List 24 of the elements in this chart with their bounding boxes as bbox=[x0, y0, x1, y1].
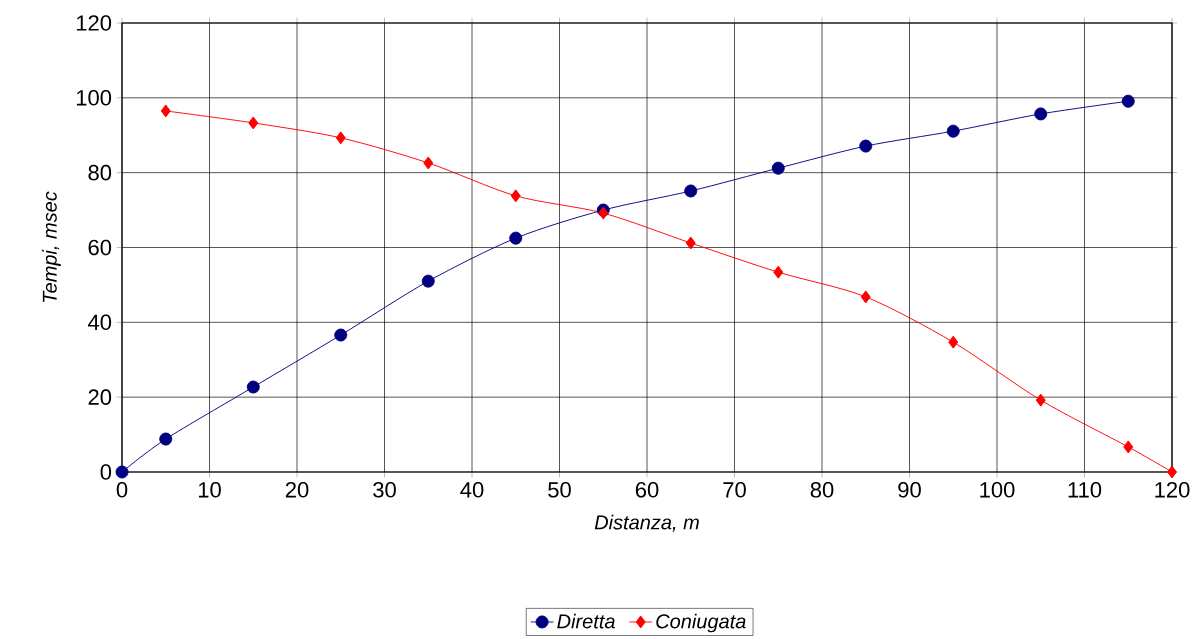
y-tick-label: 100 bbox=[76, 90, 112, 106]
y-tick-label: 40 bbox=[88, 314, 112, 331]
x-tick-label: 10 bbox=[198, 482, 221, 498]
x-tick-label: 60 bbox=[635, 482, 659, 498]
x-tick-label: 120 bbox=[1155, 482, 1190, 498]
x-tick-label: 110 bbox=[1068, 482, 1102, 498]
y-tick-label: 80 bbox=[88, 164, 112, 181]
x-tick-label: 30 bbox=[373, 482, 396, 498]
x-axis-title: Distanza, m bbox=[594, 514, 699, 532]
x-tick-label: 90 bbox=[898, 482, 921, 498]
x-tick-label: 80 bbox=[810, 482, 834, 498]
y-tick-label: 60 bbox=[88, 239, 112, 256]
x-tick-label: 50 bbox=[548, 482, 571, 498]
x-tick-label: 0 bbox=[116, 482, 128, 498]
x-tick-label: 100 bbox=[980, 482, 1015, 498]
y-tick-label: 120 bbox=[76, 15, 112, 31]
y-tick-label: 20 bbox=[88, 389, 112, 405]
x-tick-label: 70 bbox=[723, 482, 746, 498]
x-tick-label: 20 bbox=[285, 482, 309, 498]
y-axis-title: Tempi, msec bbox=[42, 191, 61, 303]
y-tick-label: 0 bbox=[100, 464, 112, 480]
x-tick-label: 40 bbox=[460, 482, 484, 498]
legend-label: Diretta bbox=[557, 613, 615, 629]
legend-label: Coniugata bbox=[656, 613, 746, 633]
